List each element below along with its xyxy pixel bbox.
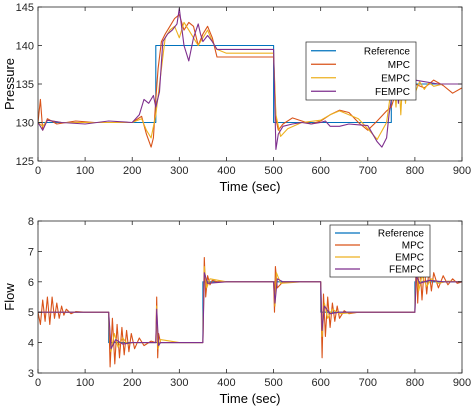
axes-box (37, 220, 463, 374)
legend-entry: EMPC (395, 253, 424, 264)
x-tick-label: 900 (453, 377, 471, 389)
x-tick-label: 900 (453, 165, 471, 177)
y-tick-label: 125 (16, 156, 34, 168)
y-tick-label: 135 (16, 79, 34, 91)
x-tick-label: 800 (406, 377, 424, 389)
y-axis-label: Flow (2, 283, 17, 311)
legend-entry: FEMPC (389, 265, 424, 276)
legend-entry: MPC (402, 241, 424, 252)
x-axis-label: Time (sec) (220, 179, 281, 194)
legend-entry: FEMPC (375, 87, 410, 98)
series-line-fempc (38, 272, 462, 350)
y-axis-label: Pressure (2, 58, 17, 110)
pressure-chart-panel: 0 100 200 300 400 500 600 700 800 900 125 130 135 140… (2, 2, 471, 194)
x-tick-label: 0 (35, 377, 41, 389)
y-tick-label: 4 (28, 338, 34, 350)
x-tick-label: 700 (359, 377, 377, 389)
y-tick-label: 140 (16, 41, 34, 53)
x-axis-label: Time (sec) (220, 391, 281, 406)
y-tick-label: 6 (28, 277, 34, 289)
flow-chart-panel: 0 100 200 300 400 500 600 700 800 900 3 4 5 6 7 8 Time (… (2, 216, 471, 406)
x-tick-label: 0 (35, 165, 41, 177)
legend-entry: Reference (364, 46, 411, 57)
x-tick-label: 300 (170, 165, 188, 177)
legend-entry: MPC (388, 60, 410, 71)
y-tick-label: 5 (28, 307, 34, 319)
y-tick-label: 8 (28, 216, 34, 228)
x-tick-label: 100 (76, 377, 94, 389)
x-tick-label: 800 (406, 165, 424, 177)
x-tick-label: 600 (311, 377, 329, 389)
legend-box (329, 224, 431, 278)
legend-entry: Reference (378, 229, 425, 240)
y-tick-label: 7 (28, 246, 34, 258)
x-tick-label: 300 (170, 377, 188, 389)
legend: Reference MPC EMPC FEMPC (305, 41, 417, 101)
x-tick-label: 100 (76, 165, 94, 177)
x-tick-label: 400 (217, 165, 235, 177)
y-tick-label: 3 (28, 368, 34, 380)
y-tick-label: 145 (16, 2, 34, 14)
y-tick-label: 130 (16, 118, 34, 130)
x-tick-label: 200 (123, 377, 141, 389)
x-tick-label: 600 (311, 165, 329, 177)
legend-entry: EMPC (381, 73, 410, 84)
x-tick-label: 700 (359, 165, 377, 177)
legend-box (305, 41, 417, 101)
x-tick-label: 500 (264, 377, 282, 389)
x-tick-label: 200 (123, 165, 141, 177)
x-tick-label: 400 (217, 377, 235, 389)
x-tick-label: 500 (264, 165, 282, 177)
